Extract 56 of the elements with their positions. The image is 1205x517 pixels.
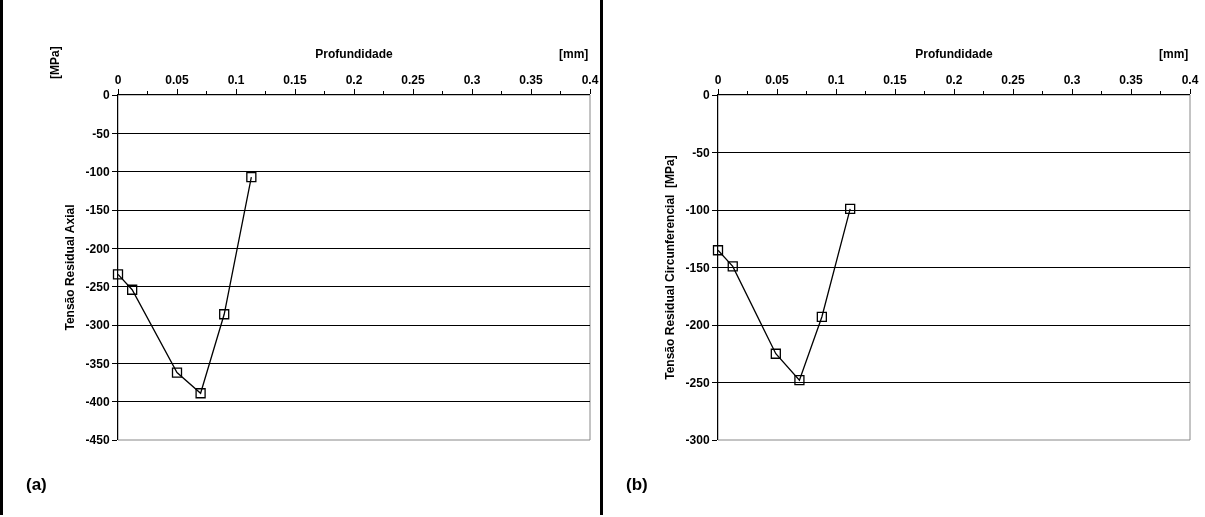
x-tick-label: 0.3 <box>1063 73 1081 88</box>
x-tick-label: 0.15 <box>883 73 907 88</box>
x-axis-title: Profundidade <box>315 46 393 61</box>
x-tick-label: 0.25 <box>401 73 425 88</box>
x-tick-label: 0.4 <box>581 73 599 88</box>
point <box>195 388 206 399</box>
x-tick-label: 0.2 <box>945 73 963 88</box>
text: [mm] <box>559 47 589 61</box>
point <box>171 367 183 378</box>
x-tick-label: 0.1 <box>227 73 245 88</box>
x-tick-label: 0.2 <box>345 73 363 88</box>
point <box>112 269 124 280</box>
x-tick-label: 0 <box>114 73 122 88</box>
x-tick-label: 0.05 <box>765 73 789 88</box>
text: [mm] <box>1159 47 1189 61</box>
y-tick-label: -200 <box>685 318 710 333</box>
y-axis-title: Tensão Residual Axial <box>62 204 77 331</box>
point <box>816 311 827 323</box>
y-tick-label: -350 <box>85 356 110 371</box>
y-tick-label: 0 <box>102 88 110 103</box>
y-tick-label: 0 <box>702 88 710 103</box>
y-tick-label: -400 <box>85 394 110 409</box>
point <box>246 171 257 183</box>
point <box>127 284 138 295</box>
x-tick-label: 0.35 <box>519 73 543 88</box>
point <box>845 203 856 214</box>
y-tick-label: -100 <box>85 164 110 179</box>
y-tick-label: -50 <box>92 126 110 141</box>
point <box>712 245 724 256</box>
y-tick-label: -50 <box>692 145 710 160</box>
y-tick-label: -250 <box>85 279 110 294</box>
x-tick-label: 0 <box>714 73 722 88</box>
text: (b) <box>626 475 648 494</box>
y-tick-label: -250 <box>685 375 710 390</box>
x-tick-label: 0.4 <box>1181 73 1199 88</box>
text: [MPa] <box>47 46 62 79</box>
y-tick-label: -100 <box>685 203 710 218</box>
point <box>219 309 230 320</box>
y-tick-label: -450 <box>85 433 110 448</box>
x-tick-label: 0.05 <box>165 73 189 88</box>
y-tick-label: -300 <box>685 433 710 448</box>
text: (a) <box>26 475 47 494</box>
point <box>770 348 781 359</box>
y-tick-label: -200 <box>85 241 110 256</box>
y-axis-title: Tensão Residual Circunferencial [MPa] <box>662 155 677 380</box>
y-tick-label: -150 <box>85 203 110 218</box>
x-tick-label: 0.35 <box>1119 73 1143 88</box>
y-tick-label: -300 <box>85 318 110 333</box>
x-tick-label: 0.1 <box>827 73 845 88</box>
y-tick-label: -150 <box>685 260 710 275</box>
x-tick-label: 0.25 <box>1001 73 1025 88</box>
x-tick-label: 0.15 <box>283 73 307 88</box>
x-tick-label: 0.3 <box>463 73 481 88</box>
x-axis-title: Profundidade <box>915 46 993 61</box>
point <box>727 261 738 272</box>
point <box>794 375 805 386</box>
